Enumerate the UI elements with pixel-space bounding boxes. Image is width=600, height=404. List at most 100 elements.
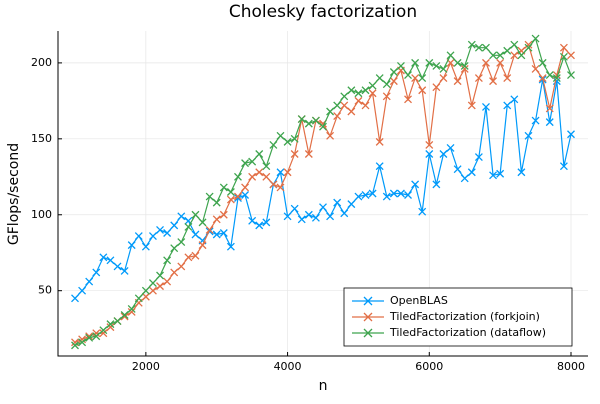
marker	[184, 222, 193, 231]
marker	[127, 304, 136, 313]
marker	[545, 71, 554, 80]
marker	[219, 183, 228, 192]
marker	[510, 51, 519, 60]
marker	[156, 282, 164, 291]
marker	[120, 312, 129, 321]
marker	[177, 238, 186, 247]
marker	[106, 323, 115, 332]
marker	[375, 74, 384, 83]
marker	[163, 277, 172, 286]
marker	[163, 229, 172, 237]
marker	[85, 277, 94, 286]
marker	[524, 131, 533, 140]
marker	[460, 65, 469, 73]
marker	[148, 286, 157, 295]
marker	[120, 266, 129, 275]
marker	[418, 86, 427, 95]
marker	[354, 96, 363, 105]
marker	[368, 89, 377, 98]
marker	[467, 101, 476, 110]
marker	[326, 131, 335, 140]
legend-marker	[363, 296, 373, 306]
marker	[567, 130, 575, 139]
marker	[234, 192, 242, 201]
marker	[262, 162, 271, 171]
marker	[340, 92, 349, 101]
marker	[276, 183, 285, 192]
y-tick-label: 50	[38, 284, 52, 297]
chart-title: Cholesky factorization	[229, 2, 417, 22]
marker	[85, 333, 94, 342]
marker	[354, 89, 363, 98]
marker	[517, 51, 526, 60]
marker	[113, 317, 122, 326]
marker	[141, 286, 150, 295]
marker	[354, 192, 363, 201]
marker	[446, 143, 455, 152]
marker	[567, 71, 575, 80]
marker	[418, 207, 427, 216]
marker	[382, 92, 391, 101]
marker	[212, 230, 221, 239]
marker	[361, 191, 370, 199]
marker	[503, 74, 512, 83]
marker	[276, 168, 285, 177]
series-line	[74, 79, 572, 299]
marker	[170, 268, 179, 277]
marker	[212, 215, 221, 224]
marker	[361, 101, 370, 110]
marker	[559, 162, 568, 171]
marker	[255, 168, 264, 177]
marker	[439, 74, 448, 83]
legend-marker	[363, 312, 373, 322]
x-tick-label: 8000	[557, 360, 585, 373]
marker	[198, 218, 207, 227]
y-tick-label: 100	[31, 208, 52, 221]
marker	[425, 58, 434, 67]
marker	[241, 183, 250, 192]
marker	[92, 332, 101, 341]
marker	[92, 268, 101, 277]
marker	[219, 210, 228, 219]
marker	[389, 189, 398, 198]
marker	[78, 335, 87, 344]
marker	[347, 107, 356, 116]
marker	[531, 34, 540, 43]
marker	[170, 221, 179, 230]
x-tick-label: 4000	[274, 360, 302, 373]
marker	[382, 80, 391, 89]
marker	[425, 140, 434, 149]
marker	[340, 101, 349, 110]
marker	[191, 251, 200, 260]
marker	[113, 262, 122, 271]
marker	[432, 61, 441, 70]
marker	[92, 329, 101, 338]
marker	[269, 180, 278, 189]
marker	[191, 210, 200, 219]
marker	[404, 71, 412, 80]
marker	[234, 194, 242, 203]
marker	[404, 95, 412, 104]
marker	[439, 65, 448, 73]
legend-marker	[363, 328, 373, 338]
marker	[411, 58, 420, 67]
marker	[460, 61, 469, 70]
marker	[510, 40, 519, 49]
axis-frame	[57, 31, 588, 357]
marker	[219, 229, 228, 237]
marker	[411, 180, 420, 189]
y-tick-label: 200	[31, 56, 52, 69]
marker	[297, 215, 306, 224]
marker	[248, 157, 257, 166]
marker	[148, 279, 157, 288]
marker	[361, 86, 370, 95]
marker	[226, 242, 235, 251]
marker	[156, 271, 164, 280]
marker	[99, 253, 108, 262]
marker	[375, 137, 384, 146]
marker	[99, 326, 108, 335]
marker	[453, 77, 462, 86]
marker	[226, 188, 235, 196]
marker	[524, 43, 533, 52]
marker	[467, 40, 476, 49]
